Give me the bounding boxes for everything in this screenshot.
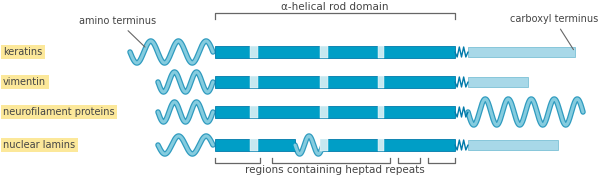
Text: regions containing heptad repeats: regions containing heptad repeats	[245, 165, 425, 175]
Text: keratins: keratins	[3, 47, 42, 57]
Bar	[320, 139, 328, 151]
FancyBboxPatch shape	[215, 139, 295, 151]
Bar	[250, 106, 258, 118]
Text: α-helical rod domain: α-helical rod domain	[281, 2, 389, 12]
Bar	[250, 46, 258, 58]
Bar	[378, 76, 384, 88]
Bar	[378, 46, 384, 58]
Text: carboxyl terminus: carboxyl terminus	[510, 14, 598, 50]
Text: vimentin: vimentin	[3, 77, 46, 87]
FancyBboxPatch shape	[215, 46, 455, 58]
Bar	[468, 140, 558, 150]
Bar	[468, 47, 575, 57]
Bar	[250, 76, 258, 88]
FancyBboxPatch shape	[323, 139, 455, 151]
Text: amino terminus: amino terminus	[79, 16, 157, 47]
Bar	[378, 139, 384, 151]
Text: neurofilament proteins: neurofilament proteins	[3, 107, 115, 117]
Bar	[320, 46, 328, 58]
Bar	[468, 77, 528, 87]
FancyBboxPatch shape	[215, 76, 455, 88]
Bar	[320, 106, 328, 118]
Bar	[378, 106, 384, 118]
Bar	[250, 139, 258, 151]
FancyBboxPatch shape	[215, 106, 455, 118]
Bar	[320, 76, 328, 88]
Text: nuclear lamins: nuclear lamins	[3, 140, 75, 150]
